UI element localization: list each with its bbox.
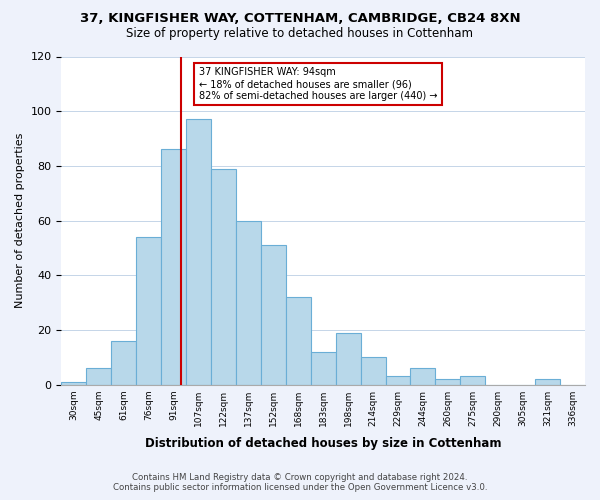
Bar	[236, 220, 261, 384]
Bar	[261, 245, 286, 384]
Bar	[436, 379, 460, 384]
Bar	[86, 368, 111, 384]
Bar	[361, 358, 386, 384]
Text: 37 KINGFISHER WAY: 94sqm
← 18% of detached houses are smaller (96)
82% of semi-d: 37 KINGFISHER WAY: 94sqm ← 18% of detach…	[199, 68, 437, 100]
Bar	[410, 368, 436, 384]
Bar	[136, 237, 161, 384]
Bar	[161, 150, 186, 384]
Bar	[286, 297, 311, 384]
Bar	[535, 379, 560, 384]
Bar	[61, 382, 86, 384]
Bar	[186, 120, 211, 384]
Y-axis label: Number of detached properties: Number of detached properties	[15, 133, 25, 308]
Bar	[460, 376, 485, 384]
Bar	[335, 332, 361, 384]
Bar	[211, 168, 236, 384]
Text: Size of property relative to detached houses in Cottenham: Size of property relative to detached ho…	[127, 28, 473, 40]
Text: Contains HM Land Registry data © Crown copyright and database right 2024.
Contai: Contains HM Land Registry data © Crown c…	[113, 473, 487, 492]
Bar	[111, 341, 136, 384]
Bar	[386, 376, 410, 384]
X-axis label: Distribution of detached houses by size in Cottenham: Distribution of detached houses by size …	[145, 437, 502, 450]
Text: 37, KINGFISHER WAY, COTTENHAM, CAMBRIDGE, CB24 8XN: 37, KINGFISHER WAY, COTTENHAM, CAMBRIDGE…	[80, 12, 520, 26]
Bar	[311, 352, 335, 384]
